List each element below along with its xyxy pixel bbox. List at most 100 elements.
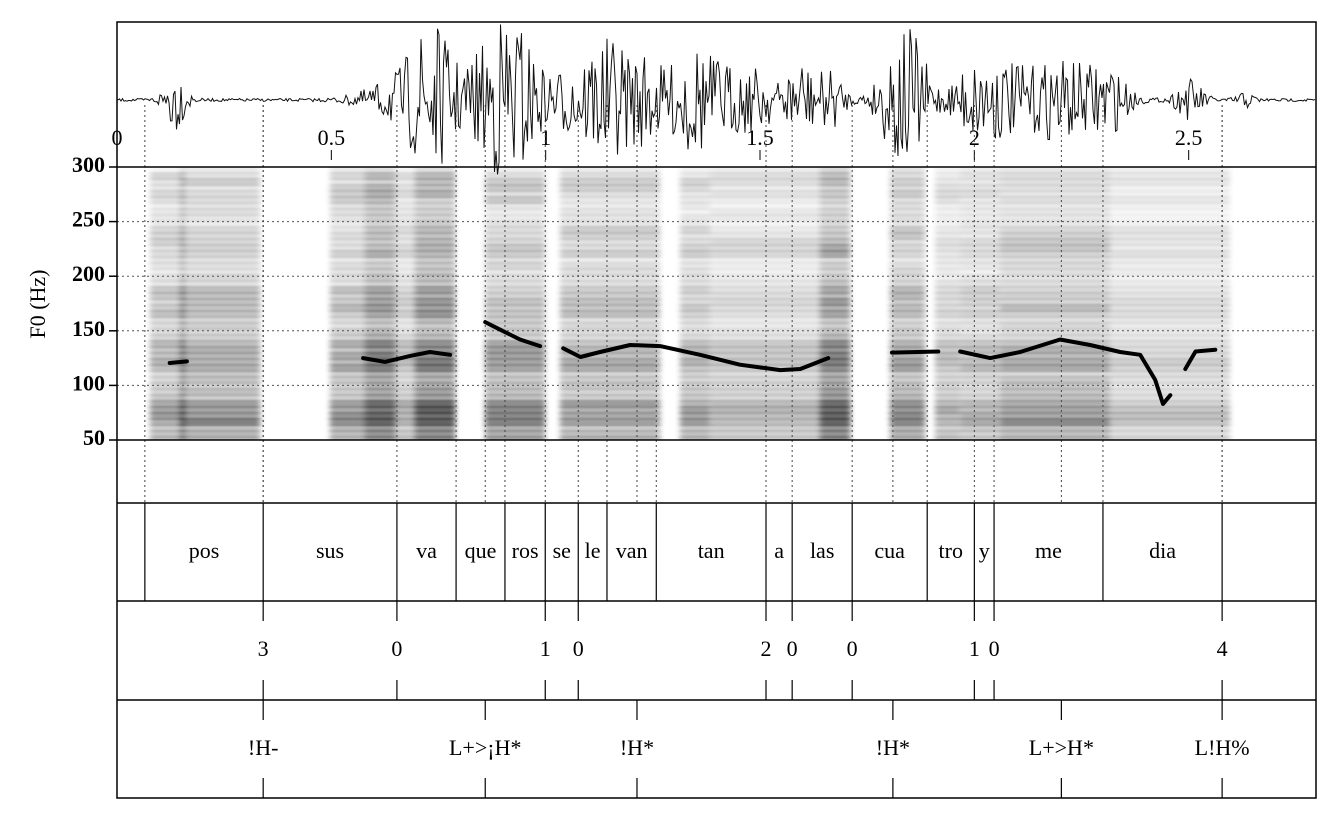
spectrogram-cell [890, 269, 925, 275]
spectrogram-cell [485, 167, 545, 173]
spectrogram-cell [820, 353, 850, 359]
spectrogram-cell [1110, 203, 1230, 209]
spectrogram-cell [710, 431, 850, 437]
spectrogram-cell [935, 401, 960, 407]
spectrogram-cell [365, 389, 455, 395]
spectrogram-cell [680, 305, 710, 311]
spectrogram-cell [935, 173, 960, 179]
spectrogram-cell [330, 179, 395, 185]
spectrogram-cell [560, 209, 660, 215]
spectrogram-cell [180, 305, 260, 311]
spectrogram-cell [180, 437, 260, 440]
spectrogram-cell [365, 311, 455, 317]
spectrogram-cell [680, 263, 710, 269]
spectrogram-cell [560, 401, 660, 407]
spectrogram-cell [710, 359, 850, 365]
spectrogram-cell [560, 293, 660, 299]
spectrogram-cell [935, 371, 960, 377]
spectrogram-cell [680, 437, 710, 440]
spectrogram-cell [180, 317, 260, 323]
spectrogram-cell [1000, 203, 1110, 209]
spectrogram-cell [680, 275, 710, 281]
spectrogram-cell [1110, 377, 1230, 383]
spectrogram-cell [935, 383, 960, 389]
spectrogram-cell [415, 197, 455, 203]
spectrogram-cell [560, 311, 660, 317]
spectrogram-cell [485, 377, 545, 383]
spectrogram-cell [150, 395, 185, 401]
spectrogram-cell [960, 305, 1000, 311]
break-index-label: 1 [969, 636, 980, 661]
spectrogram-cell [1000, 323, 1110, 329]
spectrogram-cell [890, 197, 925, 203]
spectrogram-cell [680, 221, 710, 227]
break-index-label: 2 [761, 636, 772, 661]
spectrogram-cell [1110, 257, 1230, 263]
spectrogram-cell [1000, 263, 1110, 269]
spectrogram-cell [415, 401, 455, 407]
spectrogram-cell [150, 353, 185, 359]
spectrogram-cell [415, 347, 455, 353]
spectrogram-cell [150, 209, 185, 215]
spectrogram-cell [365, 413, 455, 419]
spectrogram-cell [150, 203, 185, 209]
spectrogram-cell [1000, 335, 1110, 341]
spectrogram-cell [1000, 275, 1110, 281]
spectrogram-cell [710, 413, 850, 419]
spectrogram-cell [180, 257, 260, 263]
spectrogram-cell [415, 323, 455, 329]
spectrogram-cell [485, 395, 545, 401]
break-index-label: 0 [847, 636, 858, 661]
spectrogram-cell [890, 335, 925, 341]
spectrogram-cell [485, 353, 545, 359]
spectrogram-cell [365, 359, 455, 365]
spectrogram-cell [180, 209, 260, 215]
spectrogram-cell [560, 383, 660, 389]
spectrogram-cell [330, 377, 395, 383]
spectrogram-cell [820, 257, 850, 263]
spectrogram-cell [680, 239, 710, 245]
spectrogram-cell [415, 365, 455, 371]
spectrogram-cell [960, 371, 1000, 377]
spectrogram-cell [330, 197, 395, 203]
spectrogram-cell [960, 287, 1000, 293]
spectrogram-cell [890, 281, 925, 287]
spectrogram-cell [560, 245, 660, 251]
spectrogram-cell [330, 263, 395, 269]
spectrogram-cell [820, 413, 850, 419]
spectrogram-cell [960, 281, 1000, 287]
spectrogram-cell [960, 179, 1000, 185]
spectrogram-cell [1110, 167, 1230, 173]
spectrogram-cell [365, 221, 455, 227]
spectrogram-cell [820, 299, 850, 305]
spectrogram-cell [935, 179, 960, 185]
spectrogram-cell [150, 185, 185, 191]
spectrogram-cell [890, 173, 925, 179]
spectrogram-cell [710, 293, 850, 299]
spectrogram-cell [1110, 305, 1230, 311]
spectrogram-cell [180, 179, 260, 185]
spectrogram-cell [820, 311, 850, 317]
spectrogram-cell [415, 167, 455, 173]
spectrogram-cell [960, 245, 1000, 251]
spectrogram-cell [180, 173, 260, 179]
spectrogram-cell [150, 431, 185, 437]
spectrogram-cell [330, 239, 395, 245]
x-tick-label: 0.5 [318, 125, 346, 150]
spectrogram-cell [485, 203, 545, 209]
spectrogram-cell [485, 245, 545, 251]
spectrogram-cell [365, 245, 455, 251]
spectrogram-cell [560, 215, 660, 221]
spectrogram-cell [890, 305, 925, 311]
spectrogram-cell [150, 173, 185, 179]
word-label: dia [1149, 538, 1176, 563]
spectrogram-cell [680, 215, 710, 221]
spectrogram-cell [1110, 221, 1230, 227]
spectrogram-cell [1000, 311, 1110, 317]
spectrogram-cell [710, 323, 850, 329]
spectrogram-cell [560, 185, 660, 191]
spectrogram-cell [415, 275, 455, 281]
spectrogram-cell [935, 197, 960, 203]
spectrogram-cell [935, 203, 960, 209]
